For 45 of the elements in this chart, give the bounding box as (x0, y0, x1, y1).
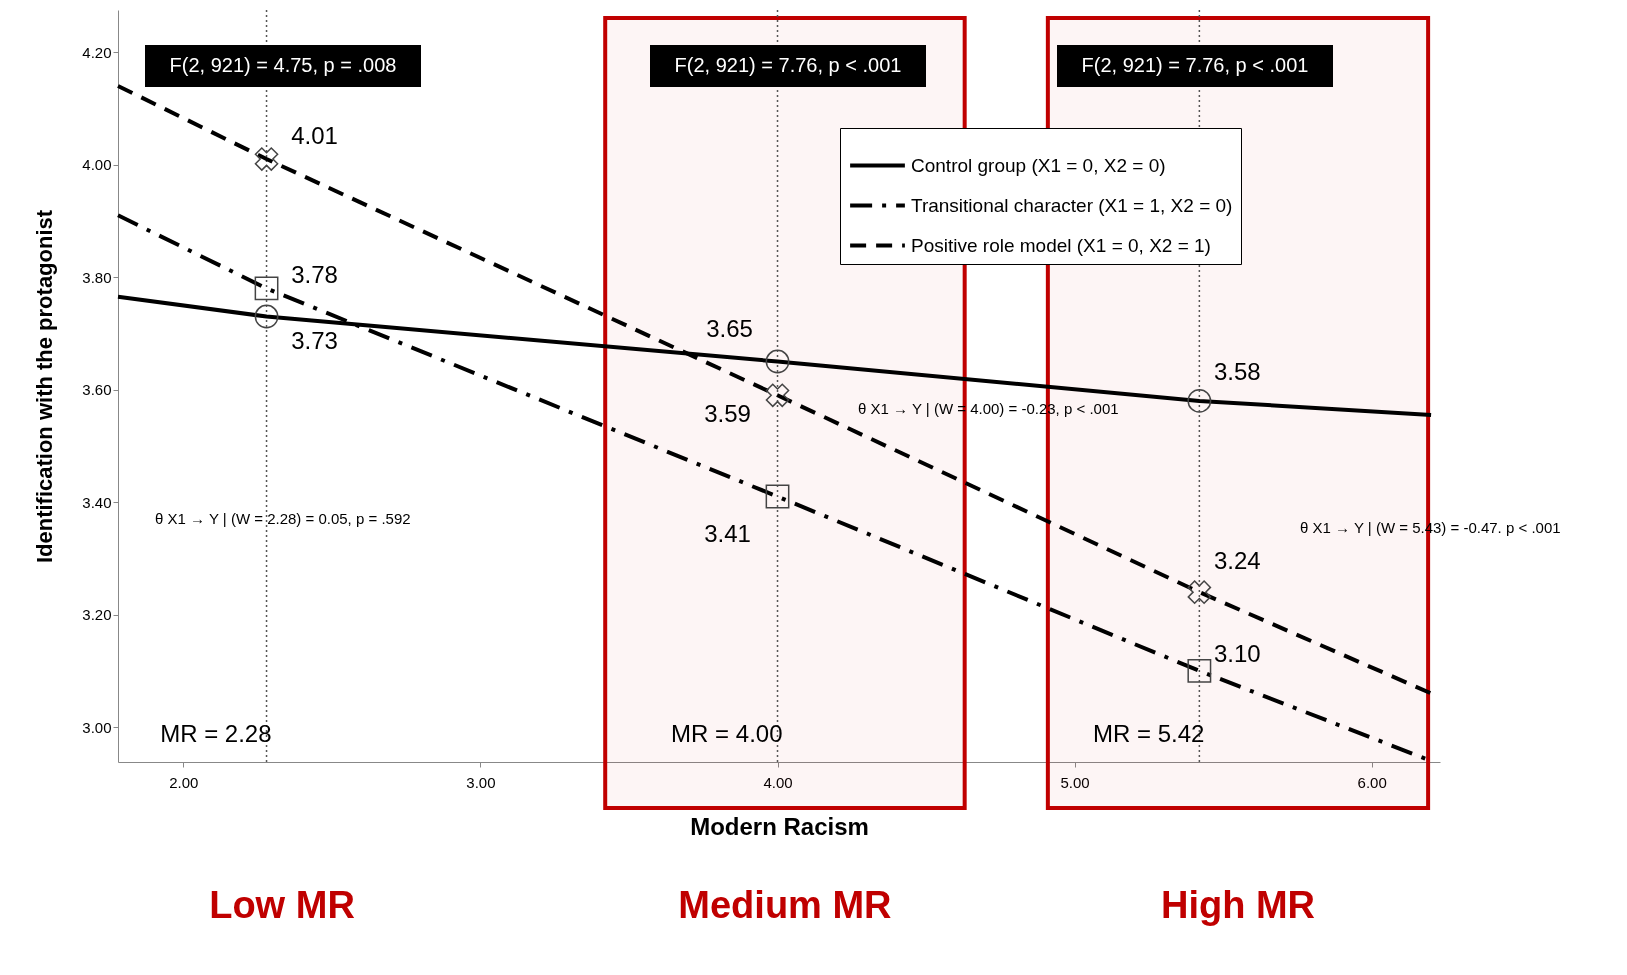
y-tick-label: 4.00 (82, 156, 112, 174)
point (1187, 658, 1212, 683)
ref-line-label: MR = 4.00 (671, 720, 783, 747)
data-label: 3.65 (706, 314, 753, 342)
y-axis-title: Identification with the protagonist (32, 209, 58, 564)
point (765, 383, 790, 408)
point (765, 349, 790, 374)
point (254, 276, 279, 301)
x-tick-label: 2.00 (169, 773, 199, 791)
data-label: 3.41 (704, 519, 751, 547)
band-label: High MR (1160, 884, 1316, 926)
annotation: F(2, 921) = 4.75, p = .008 (169, 54, 397, 76)
legend-label: Transitional character (X1 = 1, X2 = 0) (911, 194, 1233, 216)
text: Low MR (209, 884, 355, 926)
legend-label: Control group (X1 = 0, X2 = 0) (911, 154, 1166, 176)
point (765, 484, 790, 509)
x-tick-label: 3.00 (466, 773, 496, 791)
annotation: θ X1 → Y | (W = 2.28) = 0.05, p = .592 (155, 510, 411, 527)
ref-line-label: MR = 5.42 (1092, 720, 1205, 747)
x-tick-label: 5.00 (1060, 773, 1090, 791)
x-axis-title: Modern Racism (690, 812, 869, 840)
data-label: 3.73 (291, 326, 338, 354)
data-label: 4.01 (291, 122, 338, 150)
x-tick-label: 6.00 (1357, 773, 1387, 791)
point (1187, 389, 1212, 413)
data-label: 3.78 (291, 261, 338, 289)
point (254, 147, 279, 171)
y-tick-label: 3.00 (82, 718, 112, 736)
y-tick-label: 3.60 (82, 381, 112, 399)
annotation: F(2, 921) = 7.76, p < .001 (1081, 54, 1309, 76)
y-tick-label: 3.80 (82, 268, 112, 286)
data-label: 3.59 (704, 400, 751, 428)
ref-line-label: MR = 2.28 (160, 720, 272, 747)
data-label: 3.58 (1214, 357, 1261, 385)
point (1187, 580, 1212, 604)
point (254, 304, 279, 329)
data-label: 3.24 (1214, 547, 1261, 575)
y-tick-label: 3.40 (82, 493, 112, 511)
legend-label: Positive role model (X1 = 0, X2 = 1) (911, 234, 1211, 256)
x-tick-label: 4.00 (763, 773, 793, 791)
band-label: Medium MR (678, 884, 892, 926)
data-label: 3.10 (1214, 639, 1261, 667)
y-tick-label: 4.20 (82, 43, 112, 61)
y-tick-label: 3.20 (82, 606, 112, 624)
annotation: F(2, 921) = 7.76, p < .001 (674, 54, 902, 76)
